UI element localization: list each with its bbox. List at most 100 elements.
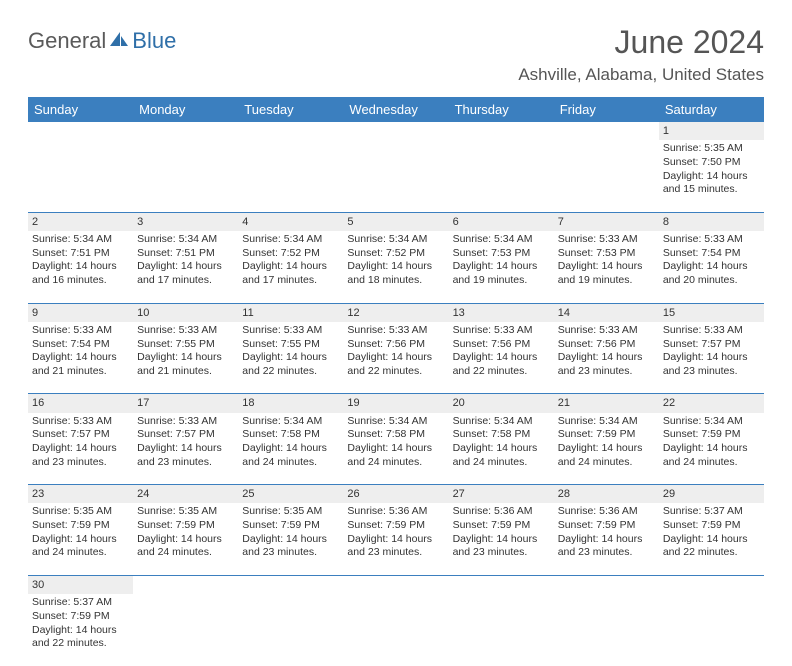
day-number (133, 575, 238, 594)
calendar-cell: Sunrise: 5:35 AMSunset: 7:59 PMDaylight:… (238, 503, 343, 575)
page-title: June 2024 (518, 24, 764, 61)
calendar-cell: Sunrise: 5:34 AMSunset: 7:58 PMDaylight:… (343, 413, 448, 485)
day-details: Sunrise: 5:34 AMSunset: 7:58 PMDaylight:… (242, 415, 339, 470)
day-details: Sunrise: 5:33 AMSunset: 7:55 PMDaylight:… (137, 324, 234, 379)
calendar-row: Sunrise: 5:33 AMSunset: 7:54 PMDaylight:… (28, 322, 764, 394)
daynum-row: 9101112131415 (28, 303, 764, 322)
calendar-cell (28, 140, 133, 212)
day-number: 6 (449, 212, 554, 231)
day-details: Sunrise: 5:33 AMSunset: 7:55 PMDaylight:… (242, 324, 339, 379)
day-details: Sunrise: 5:36 AMSunset: 7:59 PMDaylight:… (347, 505, 444, 560)
calendar-cell: Sunrise: 5:36 AMSunset: 7:59 PMDaylight:… (343, 503, 448, 575)
day-details: Sunrise: 5:34 AMSunset: 7:51 PMDaylight:… (137, 233, 234, 288)
day-number: 29 (659, 485, 764, 504)
day-details: Sunrise: 5:34 AMSunset: 7:58 PMDaylight:… (453, 415, 550, 470)
day-number: 14 (554, 303, 659, 322)
day-number: 11 (238, 303, 343, 322)
calendar-cell (238, 140, 343, 212)
day-number (449, 122, 554, 140)
day-number: 1 (659, 122, 764, 140)
weekday-header: Monday (133, 97, 238, 122)
weekday-header-row: SundayMondayTuesdayWednesdayThursdayFrid… (28, 97, 764, 122)
calendar-cell: Sunrise: 5:33 AMSunset: 7:54 PMDaylight:… (659, 231, 764, 303)
day-number: 17 (133, 394, 238, 413)
calendar-cell (449, 594, 554, 666)
calendar-cell: Sunrise: 5:36 AMSunset: 7:59 PMDaylight:… (554, 503, 659, 575)
calendar-cell (133, 594, 238, 666)
calendar-cell (238, 594, 343, 666)
day-details: Sunrise: 5:34 AMSunset: 7:59 PMDaylight:… (663, 415, 760, 470)
day-details: Sunrise: 5:33 AMSunset: 7:57 PMDaylight:… (32, 415, 129, 470)
daynum-row: 16171819202122 (28, 394, 764, 413)
weekday-header: Saturday (659, 97, 764, 122)
day-details: Sunrise: 5:33 AMSunset: 7:56 PMDaylight:… (347, 324, 444, 379)
day-number (449, 575, 554, 594)
calendar-cell: Sunrise: 5:35 AMSunset: 7:50 PMDaylight:… (659, 140, 764, 212)
day-number: 5 (343, 212, 448, 231)
day-number: 7 (554, 212, 659, 231)
day-number: 23 (28, 485, 133, 504)
header: General Blue June 2024 Ashville, Alabama… (28, 24, 764, 85)
day-number (554, 122, 659, 140)
calendar-cell: Sunrise: 5:37 AMSunset: 7:59 PMDaylight:… (659, 503, 764, 575)
daynum-row: 23242526272829 (28, 485, 764, 504)
calendar-cell: Sunrise: 5:33 AMSunset: 7:57 PMDaylight:… (659, 322, 764, 394)
day-details: Sunrise: 5:33 AMSunset: 7:57 PMDaylight:… (137, 415, 234, 470)
day-number: 13 (449, 303, 554, 322)
weekday-header: Wednesday (343, 97, 448, 122)
calendar-cell: Sunrise: 5:34 AMSunset: 7:51 PMDaylight:… (28, 231, 133, 303)
logo-part2: Blue (132, 28, 176, 54)
sail-icon (108, 30, 130, 53)
day-number (238, 122, 343, 140)
calendar-cell: Sunrise: 5:37 AMSunset: 7:59 PMDaylight:… (28, 594, 133, 666)
calendar-cell: Sunrise: 5:33 AMSunset: 7:55 PMDaylight:… (133, 322, 238, 394)
day-number: 3 (133, 212, 238, 231)
day-number: 21 (554, 394, 659, 413)
calendar-cell: Sunrise: 5:33 AMSunset: 7:57 PMDaylight:… (133, 413, 238, 485)
calendar-cell: Sunrise: 5:34 AMSunset: 7:51 PMDaylight:… (133, 231, 238, 303)
calendar-cell (554, 140, 659, 212)
calendar-row: Sunrise: 5:33 AMSunset: 7:57 PMDaylight:… (28, 413, 764, 485)
day-details: Sunrise: 5:33 AMSunset: 7:57 PMDaylight:… (663, 324, 760, 379)
daynum-row: 1 (28, 122, 764, 140)
location: Ashville, Alabama, United States (518, 65, 764, 85)
day-number: 18 (238, 394, 343, 413)
day-details: Sunrise: 5:34 AMSunset: 7:52 PMDaylight:… (347, 233, 444, 288)
calendar-cell: Sunrise: 5:33 AMSunset: 7:53 PMDaylight:… (554, 231, 659, 303)
calendar-cell (659, 594, 764, 666)
day-number: 12 (343, 303, 448, 322)
logo: General Blue (28, 28, 176, 54)
day-number: 16 (28, 394, 133, 413)
calendar-cell: Sunrise: 5:36 AMSunset: 7:59 PMDaylight:… (449, 503, 554, 575)
day-details: Sunrise: 5:35 AMSunset: 7:59 PMDaylight:… (242, 505, 339, 560)
day-number: 24 (133, 485, 238, 504)
day-details: Sunrise: 5:35 AMSunset: 7:50 PMDaylight:… (663, 142, 760, 197)
weekday-header: Sunday (28, 97, 133, 122)
day-number (238, 575, 343, 594)
day-details: Sunrise: 5:34 AMSunset: 7:51 PMDaylight:… (32, 233, 129, 288)
day-details: Sunrise: 5:35 AMSunset: 7:59 PMDaylight:… (32, 505, 129, 560)
calendar-row: Sunrise: 5:35 AMSunset: 7:59 PMDaylight:… (28, 503, 764, 575)
day-number (343, 122, 448, 140)
calendar-cell: Sunrise: 5:33 AMSunset: 7:56 PMDaylight:… (343, 322, 448, 394)
calendar-cell: Sunrise: 5:33 AMSunset: 7:56 PMDaylight:… (554, 322, 659, 394)
day-number: 27 (449, 485, 554, 504)
calendar-cell: Sunrise: 5:35 AMSunset: 7:59 PMDaylight:… (28, 503, 133, 575)
day-number: 25 (238, 485, 343, 504)
calendar-cell: Sunrise: 5:34 AMSunset: 7:52 PMDaylight:… (343, 231, 448, 303)
day-details: Sunrise: 5:33 AMSunset: 7:54 PMDaylight:… (663, 233, 760, 288)
day-number: 30 (28, 575, 133, 594)
calendar-row: Sunrise: 5:37 AMSunset: 7:59 PMDaylight:… (28, 594, 764, 666)
calendar-cell (343, 594, 448, 666)
calendar-cell: Sunrise: 5:35 AMSunset: 7:59 PMDaylight:… (133, 503, 238, 575)
day-number (133, 122, 238, 140)
title-block: June 2024 Ashville, Alabama, United Stat… (518, 24, 764, 85)
day-number: 15 (659, 303, 764, 322)
calendar-cell: Sunrise: 5:34 AMSunset: 7:59 PMDaylight:… (659, 413, 764, 485)
day-details: Sunrise: 5:34 AMSunset: 7:52 PMDaylight:… (242, 233, 339, 288)
calendar-cell: Sunrise: 5:33 AMSunset: 7:56 PMDaylight:… (449, 322, 554, 394)
day-number (343, 575, 448, 594)
calendar-cell: Sunrise: 5:33 AMSunset: 7:54 PMDaylight:… (28, 322, 133, 394)
calendar-cell (449, 140, 554, 212)
day-details: Sunrise: 5:35 AMSunset: 7:59 PMDaylight:… (137, 505, 234, 560)
